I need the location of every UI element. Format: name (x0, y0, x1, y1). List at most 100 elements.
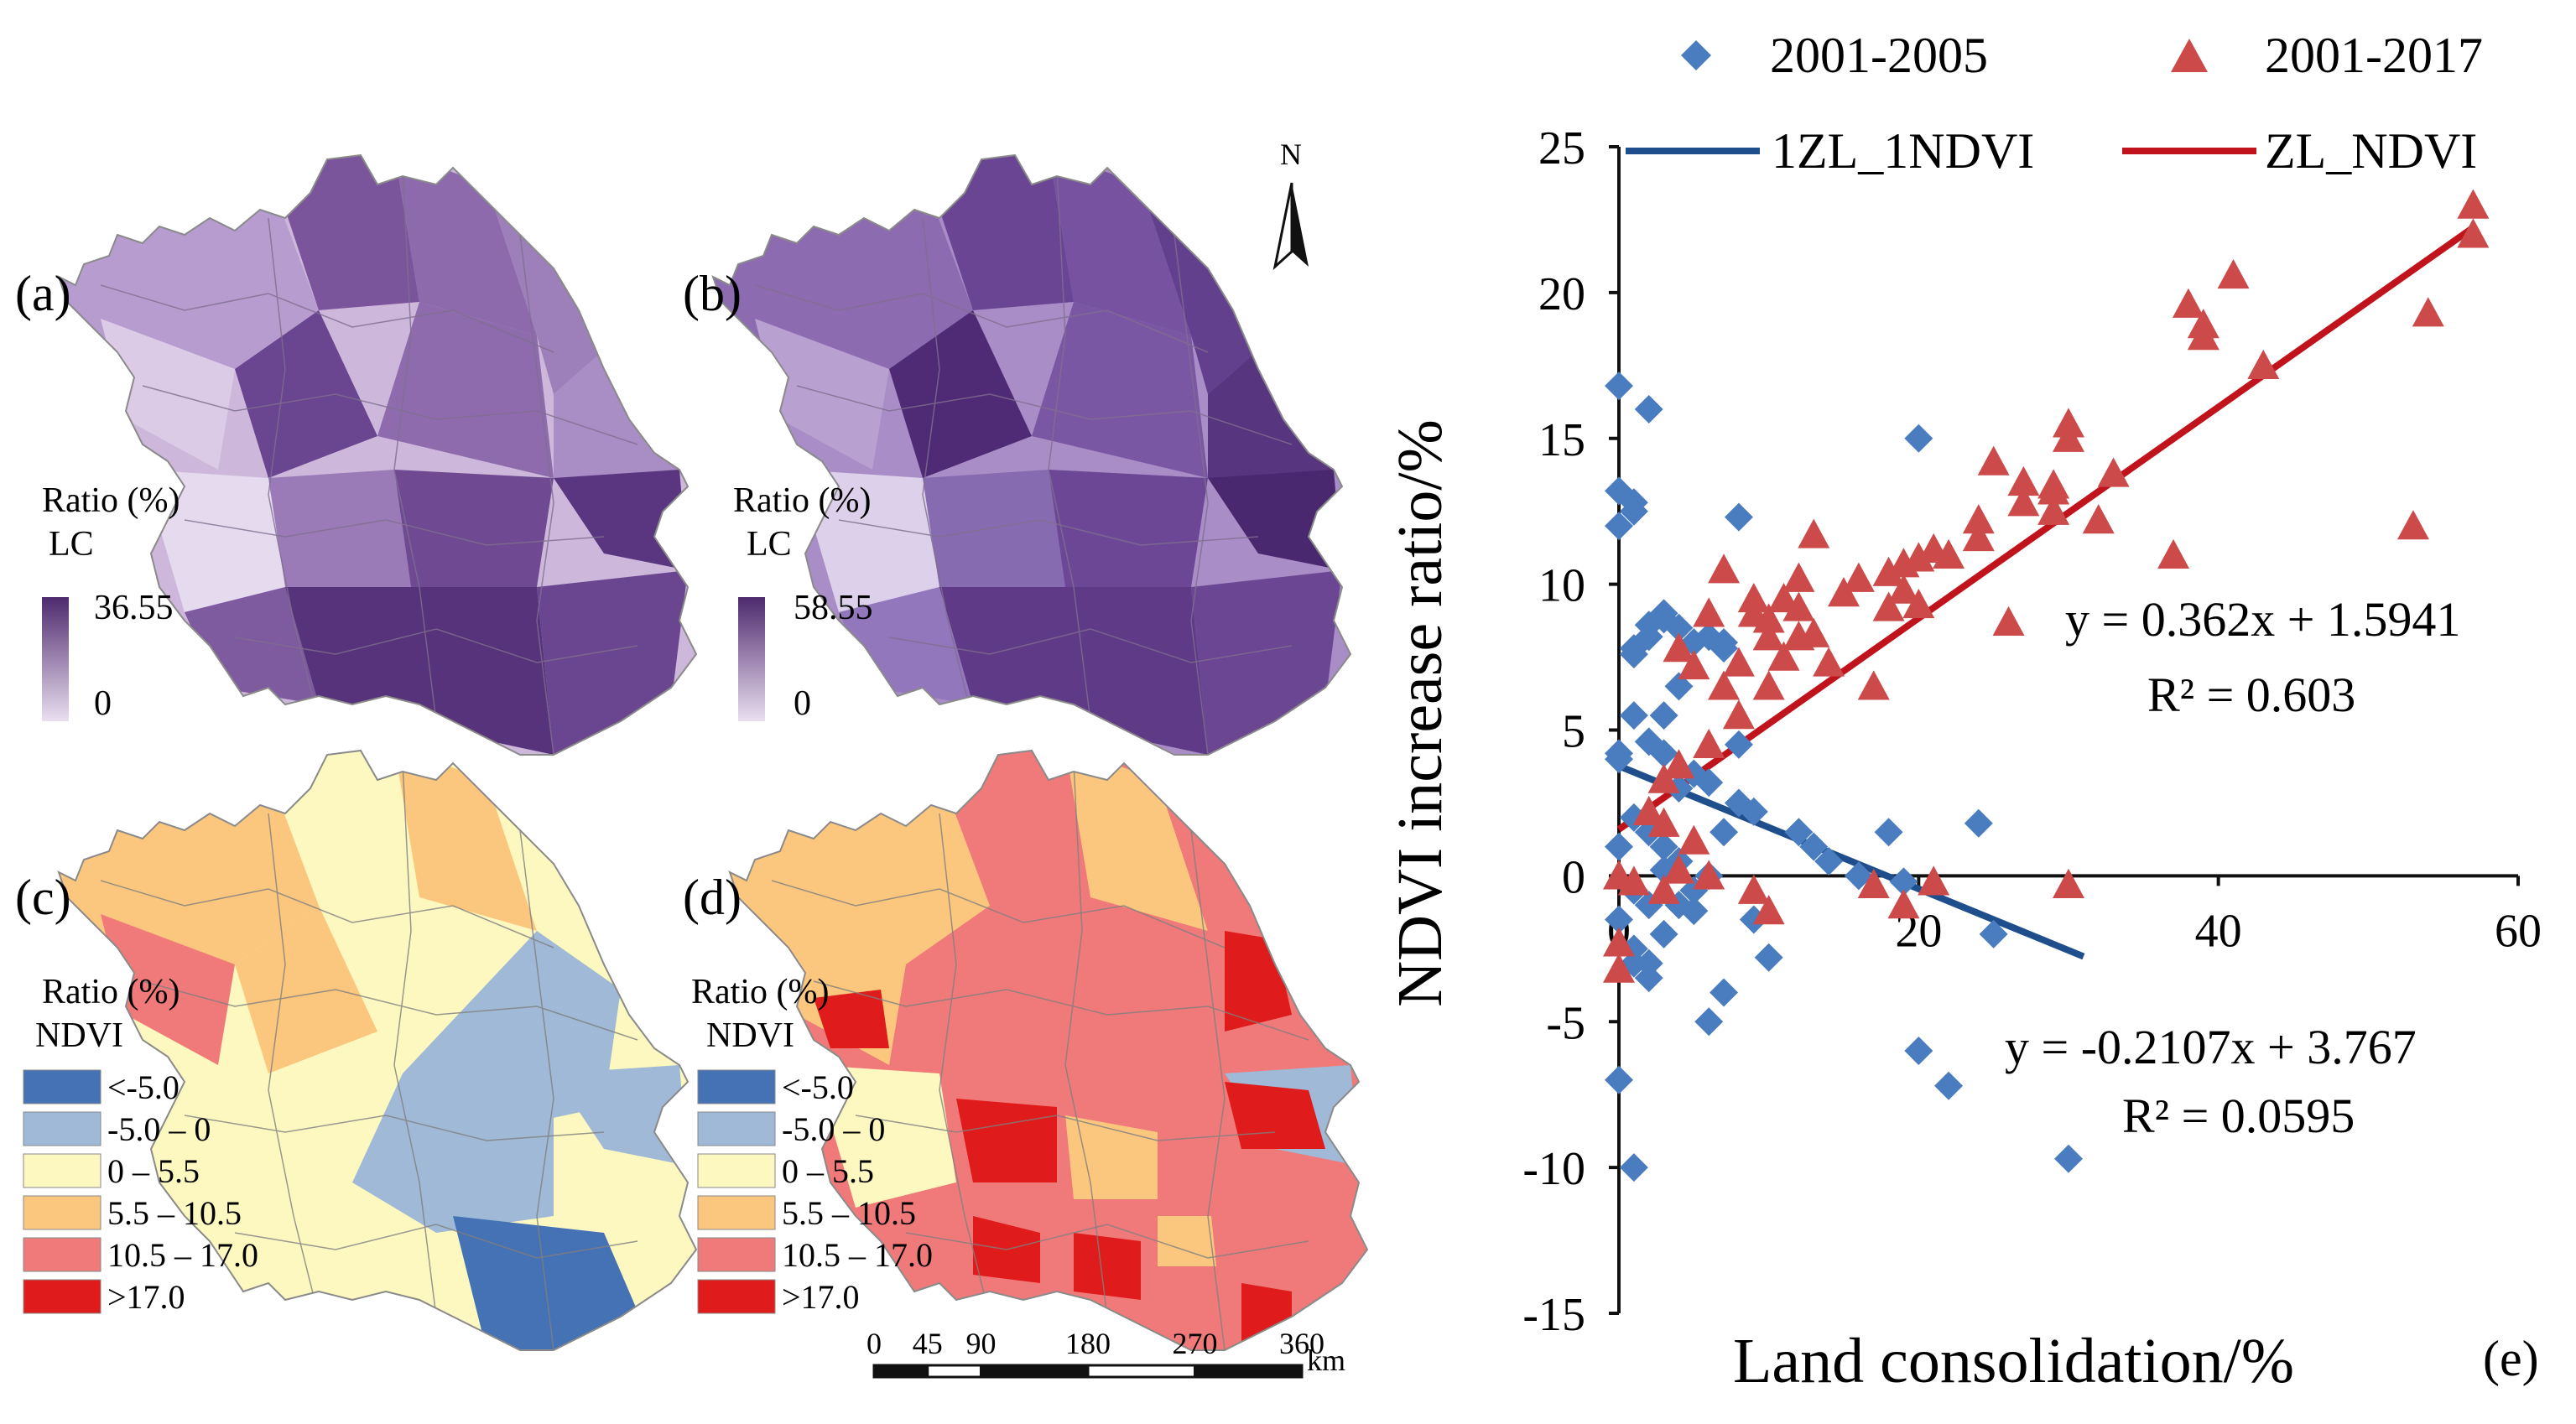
legend-marker-2001-2017 (2171, 39, 2208, 72)
point-2001-2017 (2247, 349, 2280, 379)
scale-bar-segment-2 (980, 1364, 1090, 1379)
point-2001-2017 (1872, 556, 1905, 586)
ndvi-d-legend-class-label-1: -5.0 – 0 (782, 1110, 885, 1148)
trendline-ZL_NDVI (1616, 225, 2475, 833)
point-2001-2017 (1752, 670, 1785, 700)
point-2001-2017 (1767, 641, 1800, 671)
lc-a-gradient-bar (42, 597, 69, 721)
point-2001-2017 (1722, 647, 1755, 677)
ndvi-d-legend-class-label-5: >17.0 (782, 1278, 860, 1316)
point-2001-2017 (1647, 874, 1680, 904)
point-2001-2005 (1605, 745, 1633, 774)
point-2001-2017 (1678, 824, 1710, 855)
point-2001-2017 (1663, 632, 1695, 663)
point-2001-2005 (1649, 701, 1678, 730)
r2-2001-2017: R² = 0.603 (2147, 668, 2355, 722)
map-panel-a: (a) Ratio (%) LC 36.55 0 (15, 154, 697, 756)
map-panel-d: (d) Ratio (%) NDVI <-5.0 -5.0 – 0 0 – 5.5 5… (683, 750, 1368, 1379)
ndvi-d-legend-swatch-2 (697, 1153, 776, 1188)
point-2001-2017 (1708, 553, 1741, 584)
r2-2001-2005: R² = 0.0595 (2122, 1089, 2355, 1143)
ndvi-d-legend-class-label-4: 10.5 – 17.0 (782, 1236, 933, 1274)
point-2001-2017 (2007, 486, 2040, 517)
point-2001-2005 (1649, 919, 1678, 948)
point-2001-2005 (1964, 808, 1993, 838)
lc-b-max-label: 58.55 (794, 589, 873, 627)
y-axis-title: NDVI increase ratio/% (1385, 419, 1455, 1007)
point-2001-2017 (1992, 605, 2025, 636)
lc-a-ratio-label: Ratio (%) (42, 481, 180, 520)
panel-tag-b: (b) (683, 266, 742, 321)
point-2001-2005 (1904, 424, 1933, 453)
legend-label-2001-2017: 2001-2017 (2265, 28, 2483, 83)
point-2001-2017 (2157, 538, 2190, 569)
ndvi-c-legend-class-label-4: 10.5 – 17.0 (107, 1236, 258, 1274)
point-2001-2005 (1844, 861, 1873, 891)
point-2001-2017 (1722, 699, 1755, 730)
scale-bar-segment-3 (1086, 1364, 1196, 1379)
ndvi-c-legend-class-label-5: >17.0 (107, 1278, 185, 1316)
point-2001-2005 (1634, 394, 1663, 424)
scale-bar-unit: km (1307, 1343, 1345, 1377)
point-2001-2005 (1619, 701, 1648, 730)
point-2001-2017 (1842, 562, 1875, 592)
point-2001-2017 (1693, 597, 1725, 627)
point-2001-2005 (1710, 818, 1739, 847)
point-2001-2005 (1619, 1153, 1648, 1182)
panel-tag-e: (e) (2483, 1331, 2539, 1386)
scale-bar-segment-4 (1194, 1364, 1304, 1379)
ndvi-d-legend-swatch-0 (697, 1069, 776, 1104)
point-2001-2005 (1649, 832, 1678, 861)
point-2001-2017 (1737, 874, 1770, 904)
ndvi-d-legend-class-label-3: 5.5 – 10.5 (782, 1194, 916, 1232)
point-2001-2017 (1693, 728, 1725, 759)
point-2001-2017 (1887, 889, 1920, 919)
chart-legend: 2001-2005 2001-2017 1ZL_1NDVI ZL_NDVI (1626, 28, 2483, 179)
ndvi-d-legend: <-5.0 -5.0 – 0 0 – 5.5 5.5 – 10.5 10.5 – 17.… (697, 1068, 933, 1316)
scale-bar-tick-4: 270 (1173, 1327, 1218, 1360)
x-tick-label: 60 (2495, 905, 2542, 957)
north-label: N (1280, 138, 1302, 171)
point-2001-2017 (1678, 649, 1710, 680)
point-2001-2017 (1977, 445, 2010, 476)
point-2001-2017 (1647, 763, 1680, 793)
point-2001-2005 (1634, 948, 1663, 978)
lc-b-ratio-label: Ratio (%) (733, 481, 871, 520)
ndvi-d-legend-swatch-3 (697, 1195, 776, 1230)
y-tick-label: -5 (1546, 997, 1585, 1049)
point-2001-2017 (1798, 518, 1830, 548)
trendline-1ZL_1NDVI (1617, 762, 2085, 960)
point-2001-2017 (2053, 868, 2084, 898)
ndvi-c-ratio-label: Ratio (%) (42, 973, 180, 1011)
lc-a-min-label: 0 (94, 684, 112, 723)
north-arrow-icon: N (1272, 138, 1309, 271)
legend-label-1ZL_1NDVI: 1ZL_1NDVI (1772, 123, 2034, 179)
point-2001-2005 (1605, 1065, 1633, 1094)
point-2001-2005 (1904, 1037, 1933, 1066)
point-2001-2017 (2082, 504, 2115, 534)
y-tick-label: -15 (1522, 1289, 1585, 1341)
y-tick-label: 0 (1562, 851, 1585, 903)
point-2001-2005 (1874, 818, 1903, 847)
ndvi-c-legend-class-label-0: <-5.0 (107, 1068, 180, 1106)
lc-b-min-label: 0 (794, 684, 811, 723)
point-2001-2017 (2037, 475, 2070, 505)
point-2001-2017 (2172, 288, 2204, 318)
ndvi-c-legend-swatch-4 (23, 1237, 101, 1272)
point-2001-2005 (1710, 978, 1739, 1007)
panel-tag-a: (a) (15, 266, 71, 321)
chart-points (1603, 189, 2490, 1182)
point-2001-2005 (1754, 943, 1783, 972)
scale-bar-tick-0: 0 (866, 1327, 882, 1360)
ndvi-c-legend-class-label-2: 0 – 5.5 (107, 1152, 200, 1190)
y-tick-label: 5 (1562, 706, 1585, 758)
panel-tag-d: (d) (683, 870, 742, 925)
y-tick-label: -10 (1522, 1143, 1585, 1195)
point-2001-2005 (1679, 896, 1709, 926)
point-2001-2017 (1872, 591, 1905, 621)
point-2001-2005 (2054, 1144, 2083, 1173)
ndvi-c-legend-class-label-3: 5.5 – 10.5 (107, 1194, 242, 1232)
ndvi-d-legend-swatch-4 (697, 1237, 776, 1272)
ndvi-d-legend-swatch-5 (697, 1279, 776, 1314)
point-2001-2017 (2187, 320, 2220, 351)
